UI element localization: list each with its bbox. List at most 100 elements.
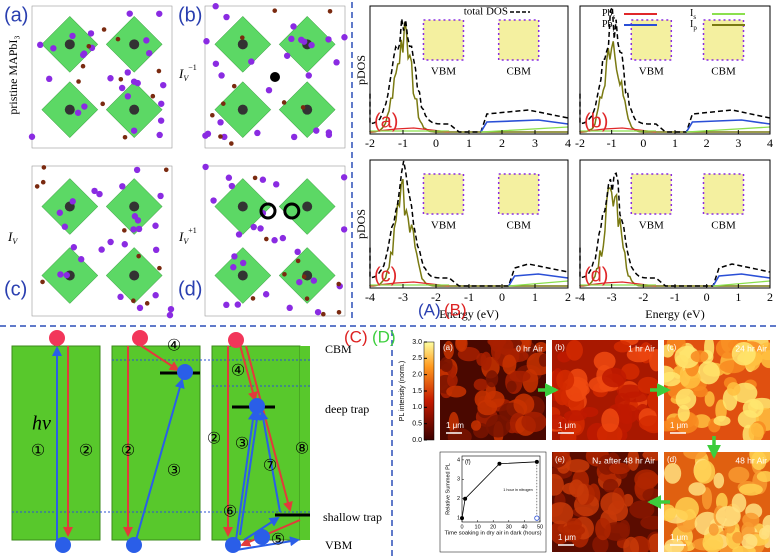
grain (576, 483, 589, 505)
y-axis-label: Relative Summed PL (445, 463, 451, 515)
i-atom (134, 217, 142, 224)
transition-arrow (240, 519, 301, 547)
i-atom (262, 291, 270, 298)
i-atom (158, 100, 165, 107)
colorbar-tick-label: 1.0 (412, 404, 422, 411)
i-atom (333, 59, 340, 66)
grain (609, 462, 631, 475)
inset-label: CBM (711, 220, 736, 232)
y-axis-label: pDOS (354, 55, 368, 85)
image-label: (e) (555, 455, 565, 464)
grain (559, 429, 577, 440)
panel-label: (b) (584, 110, 608, 132)
colorbar-tick-label: 2.0 (412, 372, 422, 379)
grain (713, 472, 725, 489)
structure-name-part: V (183, 237, 189, 246)
grain (674, 345, 700, 369)
i-atom (314, 308, 322, 316)
x-tick-label: -1 (670, 290, 680, 304)
hole (225, 537, 241, 553)
x-tick-label: 2 (499, 136, 505, 150)
i-atom (121, 241, 128, 248)
ma-molecule (100, 101, 105, 107)
inset-label: VBM (639, 220, 664, 232)
ma-molecule (281, 100, 287, 105)
chart-bg (439, 451, 547, 553)
colorbar-tick-label: 3.0 (412, 339, 422, 346)
data-line (461, 461, 537, 519)
panel-label: (d) (584, 264, 608, 286)
ma-molecule (136, 253, 141, 259)
nitrogen-point (534, 515, 540, 521)
image-caption: 24 hr Air (735, 343, 767, 353)
i-atom (124, 93, 132, 100)
panel-label: (a) (4, 4, 28, 26)
grain (665, 417, 681, 432)
i-atom (283, 52, 291, 59)
i-atom (203, 38, 210, 45)
i-atom (45, 75, 53, 83)
i-atom (135, 225, 143, 233)
ma-molecule (101, 27, 107, 32)
grain (521, 411, 546, 433)
inset-label: CBM (506, 66, 531, 78)
i-atom (231, 253, 238, 260)
x-tick-label: -3 (398, 290, 408, 304)
pb-atom (129, 104, 140, 115)
ma-molecule (131, 298, 136, 304)
structure-name: IV (7, 229, 18, 246)
x-tick-label: -2 (638, 290, 648, 304)
figure-label: (D) (372, 327, 396, 346)
ma-molecule (163, 167, 169, 173)
ma-molecule (221, 101, 226, 106)
y-tick-label: 2 (457, 496, 460, 502)
i-atom (235, 231, 243, 238)
grain (513, 393, 535, 415)
x-tick-label: -3 (607, 290, 617, 304)
ma-molecule (144, 301, 150, 306)
i-atom (212, 60, 220, 67)
i-atom (248, 58, 255, 65)
band (300, 346, 310, 540)
structure-name-part: I (7, 229, 13, 244)
i-atom (91, 187, 98, 195)
i-atom (160, 81, 167, 89)
unit-cell (204, 5, 346, 149)
legend-label-sub: s (613, 13, 616, 21)
i-atom (340, 174, 348, 181)
inset-structure (422, 173, 465, 215)
grain (742, 398, 764, 418)
grain (647, 390, 658, 412)
i-atom (143, 37, 150, 44)
i-atom (152, 246, 160, 254)
inset-label: VBM (431, 220, 456, 232)
panel-label: (d) (178, 278, 202, 300)
grain (552, 502, 574, 525)
legend-label: Pbp (602, 19, 617, 31)
data-point (460, 516, 464, 521)
i-atom (124, 69, 131, 76)
i-atom (69, 32, 76, 40)
grain (649, 349, 658, 372)
grain (741, 533, 758, 550)
step-number: ② (207, 431, 221, 448)
i-atom (202, 163, 209, 171)
pb-atom (302, 201, 313, 212)
transition-arrow (139, 344, 180, 372)
grain (715, 506, 741, 527)
vacancy (283, 202, 301, 220)
x-tick-label: 1 (672, 136, 678, 150)
grain (758, 527, 770, 540)
unit-cell (204, 165, 346, 317)
inset-structure (702, 173, 745, 215)
grain (470, 420, 482, 431)
grain (526, 352, 546, 376)
pb-atom (64, 104, 75, 115)
i-atom (212, 3, 219, 10)
grain (742, 512, 760, 528)
grain (443, 340, 454, 360)
grain (440, 356, 453, 372)
i-atom (96, 190, 103, 198)
step-number: ③ (167, 463, 181, 480)
x-tick-label: 2 (565, 290, 571, 304)
